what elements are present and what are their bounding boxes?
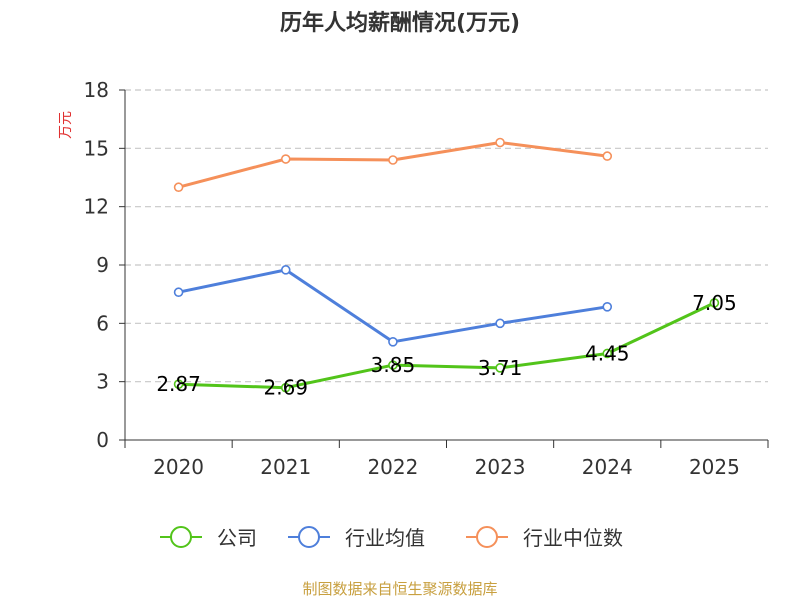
chart-title: 历年人均薪酬情况(万元) — [280, 10, 520, 36]
series-0-point-2025 — [709, 298, 720, 308]
legend-label-2: 行业中位数 — [523, 526, 623, 550]
gridlines — [125, 89, 768, 383]
data-label-2025: 7.05 — [692, 291, 737, 315]
series-2-point-2022 — [388, 155, 398, 165]
series-line-1 — [178, 268, 608, 344]
legend-label-1: 行业均值 — [345, 526, 425, 550]
x-tick-label-2025: 2025 — [689, 455, 740, 479]
series-0-point-2020 — [173, 379, 184, 389]
y-tick-labels: 0 3 6 9 12 15 18 — [84, 78, 109, 452]
x-tick-labels: 2020 2021 2022 2023 2024 2025 — [153, 455, 740, 479]
series-group — [173, 137, 720, 393]
data-label-2023: 3.71 — [478, 356, 523, 380]
series-0-point-2024 — [602, 348, 613, 359]
series-line-0 — [178, 301, 716, 390]
x-tick-label-2024: 2024 — [582, 455, 633, 479]
x-tick-label-2022: 2022 — [367, 455, 418, 479]
y-tick-label-15: 15 — [84, 136, 109, 160]
series-1-point-2022 — [388, 337, 398, 347]
y-tick-label-0: 0 — [96, 428, 109, 452]
data-label-2024: 4.45 — [585, 341, 630, 365]
series-2-point-2023 — [495, 137, 505, 148]
source-note: 制图数据来自恒生聚源数据库 — [302, 580, 497, 598]
legend: 公司 行业均值 行业中位数 — [160, 526, 623, 550]
series-2-point-2020 — [173, 182, 184, 193]
series-line-2 — [178, 141, 608, 189]
data-labels: 2.87 2.69 3.85 3.71 4.45 7.05 — [156, 291, 736, 400]
y-axis-label: 万元 — [58, 111, 74, 139]
legend-marker-2 — [476, 526, 498, 548]
data-label-2022: 3.85 — [371, 353, 416, 377]
y-tick-label-9: 9 — [96, 253, 109, 277]
legend-marker-1 — [298, 526, 320, 548]
x-tick-label-2020: 2020 — [153, 455, 204, 479]
series-1-point-2023 — [495, 318, 505, 329]
series-0-point-2022 — [388, 360, 398, 370]
data-label-2020: 2.87 — [156, 372, 201, 396]
series-0-point-2021 — [280, 382, 291, 393]
legend-marker-0 — [170, 526, 192, 548]
series-2-point-2024 — [602, 151, 613, 161]
series-0-point-2023 — [495, 363, 505, 373]
y-tick-label-18: 18 — [84, 78, 109, 102]
legend-label-0: 公司 — [217, 526, 257, 550]
series-1-point-2020 — [173, 287, 184, 298]
series-1-point-2021 — [280, 265, 291, 275]
axes — [119, 89, 769, 448]
y-tick-label-6: 6 — [96, 311, 109, 335]
data-label-2021: 2.69 — [263, 376, 308, 400]
x-tick-label-2023: 2023 — [475, 455, 526, 479]
x-tick-label-2021: 2021 — [260, 455, 311, 479]
y-tick-label-3: 3 — [96, 370, 109, 394]
y-tick-label-12: 12 — [84, 195, 109, 219]
series-2-point-2021 — [280, 154, 291, 164]
series-1-point-2024 — [602, 302, 613, 312]
